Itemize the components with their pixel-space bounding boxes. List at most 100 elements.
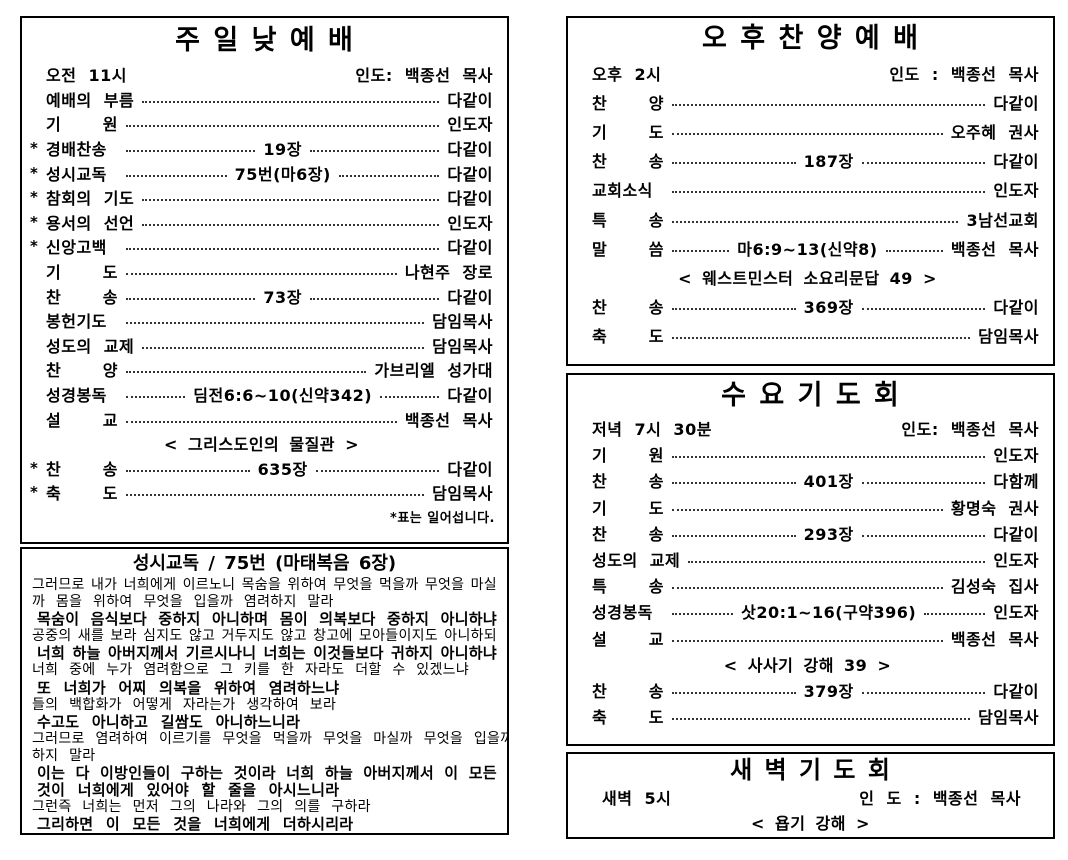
service-item-detail: 401장 [803, 472, 854, 492]
service-row: 기 원 인도자 [30, 111, 493, 136]
dot-leader [672, 691, 796, 694]
service-time: 저녁 7시 30분 [592, 420, 712, 440]
service-row: 축 도 담임목사 [576, 321, 1039, 350]
dot-leader [315, 469, 440, 472]
service-item-assignee: 다같이 [447, 287, 494, 307]
dot-leader [672, 718, 971, 721]
service-item-assignee: 다같이 [993, 93, 1039, 113]
service-row: 예배의 부름 다같이 [30, 87, 493, 112]
dawn-prayer-title: 새 벽 기 도 회 [730, 756, 891, 784]
dot-leader [672, 456, 986, 459]
dot-leader [861, 308, 986, 311]
service-item-label: 찬 송 [592, 472, 664, 492]
dot-leader [126, 322, 425, 325]
service-item-label: 기 원 [46, 115, 118, 135]
service-item-label: 참회의 기도 [46, 189, 135, 209]
service-item-detail: 19장 [263, 140, 302, 160]
sunday-service-header: 오전 11시 인도: 백종선 목사 [22, 62, 507, 87]
service-row: 찬 양 다같이 [576, 87, 1039, 116]
service-row: * 용서의 선언 인도자 [30, 210, 493, 235]
service-row: * 성시교독 75번(마6장) 다같이 [30, 160, 493, 185]
service-item-label: 봉헌기도 [46, 312, 107, 332]
dot-leader [672, 534, 796, 537]
sermon-subtitle: < 욥기 강해 > [751, 814, 870, 833]
reading-line: 그러므로 염려하여 이르기를 무엇을 먹을까 무엇을 마실까 무엇을 입을까 [32, 730, 509, 747]
service-item-detail: 삿20:1~16(구약396) [741, 603, 917, 623]
service-row: 특 송 3남선교회 [576, 204, 1039, 233]
service-row: 설 교 백종선 목사 [30, 406, 493, 431]
service-item-label: 기 원 [592, 446, 664, 466]
service-row: 찬 송 293장 다같이 [576, 520, 1039, 546]
service-item-label: 성도의 교제 [46, 336, 135, 356]
service-time: 오전 11시 [46, 66, 127, 86]
dot-leader [861, 534, 986, 537]
service-row: 찬 송 401장 다함께 [576, 467, 1039, 493]
dot-leader [142, 346, 425, 349]
stand-asterisk: * [30, 163, 39, 182]
dot-leader [126, 494, 425, 497]
service-item-label: 특 송 [592, 577, 664, 597]
service-item-assignee: 다같이 [447, 164, 494, 184]
service-row: * 참회의 기도 다같이 [30, 185, 493, 210]
service-item-assignee: 다같이 [993, 152, 1040, 172]
service-row: 성도의 교제 담임목사 [30, 333, 493, 358]
dot-leader [672, 613, 734, 616]
dot-leader [338, 174, 440, 177]
service-item-assignee: 담임목사 [432, 336, 493, 356]
service-item-assignee: 오주혜 권사 [950, 122, 1039, 142]
dot-leader [688, 561, 986, 564]
service-rows: 기 원 인도자 찬 송 401장 다함께 기 도 황명숙 권사 찬 송 293장 다같이 성도의 교… [568, 441, 1053, 729]
dot-leader [672, 220, 959, 223]
service-row: * 경배찬송 19장 다같이 [30, 136, 493, 161]
service-leader: 인도: 백종선 목사 [355, 66, 493, 86]
service-leader: 인도: 백종선 목사 [901, 420, 1039, 440]
service-item-assignee: 백종선 목사 [404, 410, 493, 430]
stand-asterisk: * [30, 139, 39, 158]
service-item-label: 기 도 [592, 498, 664, 518]
dot-leader [861, 691, 986, 694]
dot-leader [309, 297, 440, 300]
service-row: 교회소식 인도자 [576, 175, 1039, 204]
service-item-label: 찬 송 [592, 152, 664, 172]
dot-leader [126, 273, 397, 276]
service-row: 찬 송 187장 다같이 [576, 146, 1039, 175]
dot-leader [126, 420, 397, 423]
service-item-assignee: 인도자 [447, 115, 493, 135]
service-row: 찬 송 379장 다같이 [576, 677, 1039, 703]
service-item-assignee: 담임목사 [432, 312, 493, 332]
standing-footnote: *표는 일어섭니다. [390, 510, 495, 526]
service-row: 찬 양 가브리엘 성가대 [30, 357, 493, 382]
service-item-label: 특 송 [592, 210, 664, 230]
reading-line: 그리하면 이 모든 것을 너희에게 더하시리라 [37, 815, 354, 834]
service-row: 찬 송 73장 다같이 [30, 283, 493, 308]
service-row: * 신앙고백 다같이 [30, 234, 493, 259]
dot-leader [672, 162, 796, 165]
responsive-reading-title: 성시교독 / 75번 (마태복음 6장) [132, 553, 397, 574]
service-item-assignee: 다같이 [447, 140, 494, 160]
service-row: 봉헌기도 담임목사 [30, 308, 493, 333]
service-item-label: 찬 송 [46, 459, 118, 479]
service-row: 말 씀 마6:9~13(신약8) 백종선 목사 [576, 233, 1039, 262]
reading-line: 것이 너희에게 있어야 할 줄을 아시느니라 [37, 781, 340, 800]
sermon-subtitle: < 웨스트민스터 소요리문답 49 > [678, 268, 937, 288]
service-item-label: 축 도 [46, 484, 118, 504]
service-item-assignee: 다같이 [993, 681, 1040, 701]
service-item-label: 용서의 선언 [46, 213, 135, 233]
sermon-subtitle: < 사사기 강해 39 > [723, 655, 892, 675]
service-item-detail: 73장 [263, 287, 302, 307]
dot-leader [672, 249, 730, 252]
service-item-detail: 마6:9~13(신약8) [737, 239, 878, 259]
service-row: 기 도 나현주 장로 [30, 259, 493, 284]
service-item-assignee: 인도자 [993, 446, 1039, 466]
reading-line: 하지 말라 [32, 747, 96, 764]
sunday-service-box: 주 일 낮 예 배 오전 11시 인도: 백종선 목사 예배의 부름 다같이 기 원… [20, 16, 509, 544]
service-row: 성도의 교제 인도자 [576, 546, 1039, 572]
responsive-reading-lines: 그러므로 내가 너희에게 이르노니 목숨을 위하여 무엇을 먹을까 무엇을 마실… [22, 577, 507, 833]
service-row: 성경봉독 딤전6:6~10(신약342) 다같이 [30, 382, 493, 407]
dot-leader [672, 639, 943, 642]
service-row: 성경봉독 삿20:1~16(구약396) 인도자 [576, 598, 1039, 624]
dot-leader [672, 308, 796, 311]
dot-leader [126, 371, 367, 374]
service-item-label: 성경봉독 [592, 603, 653, 623]
